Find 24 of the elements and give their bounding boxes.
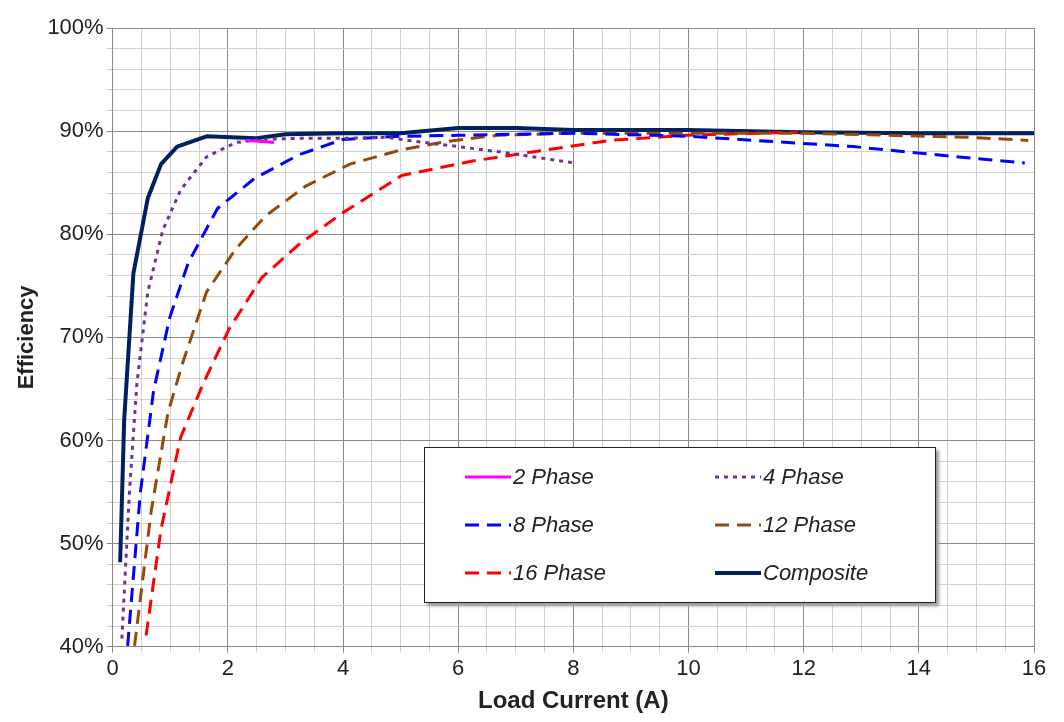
x-tick-label: 10 (676, 655, 701, 681)
x-tick-label: 0 (106, 655, 119, 681)
legend-label: 2 Phase (513, 463, 594, 490)
y-tick-label: 80% (59, 220, 104, 246)
legend-label: 4 Phase (763, 463, 844, 490)
legend-label: 12 Phase (763, 511, 856, 538)
x-tick-label: 2 (221, 655, 234, 681)
y-tick-label: 60% (59, 426, 104, 452)
y-tick-label: 50% (59, 529, 104, 555)
legend-label: Composite (763, 559, 869, 586)
x-tick-label: 4 (336, 655, 350, 681)
x-tick-label: 8 (567, 655, 580, 681)
x-axis-title: Load Current (A) (478, 686, 669, 714)
y-tick-label: 40% (59, 632, 104, 658)
legend-label: 16 Phase (513, 559, 606, 586)
y-tick-label: 70% (59, 323, 104, 349)
legend-label: 8 Phase (513, 511, 594, 538)
y-tick-label: 100% (47, 14, 104, 40)
y-axis-title: Efficiency (13, 284, 39, 390)
x-tick-label: 16 (1021, 655, 1047, 681)
x-tick-label: 14 (906, 655, 932, 681)
x-tick-label: 6 (452, 655, 465, 681)
x-tick-label: 12 (791, 655, 816, 681)
y-tick-label: 90% (59, 117, 104, 143)
